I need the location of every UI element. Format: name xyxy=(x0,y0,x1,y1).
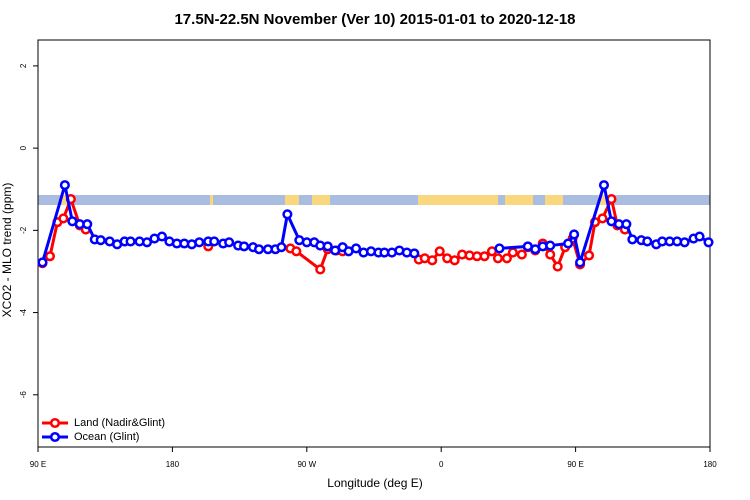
legend-marker xyxy=(49,417,61,429)
data-point xyxy=(545,240,556,251)
legend-label: Ocean (Glint) xyxy=(74,431,139,443)
data-point xyxy=(253,244,265,255)
data-point xyxy=(479,251,490,262)
data-point xyxy=(59,180,70,191)
x-tick-label: 90 E xyxy=(30,460,46,469)
data-point xyxy=(679,237,690,248)
data-point xyxy=(209,236,220,247)
x-axis-label: Longitude (deg E) xyxy=(327,476,422,490)
data-point xyxy=(501,253,512,264)
y-axis-label: XCO2 - MLO trend (ppm) xyxy=(0,183,14,318)
data-point xyxy=(141,237,153,248)
chart-title: 17.5N-22.5N November (Ver 10) 2015-01-01… xyxy=(174,11,575,28)
y-tick-label: -2 xyxy=(19,226,28,234)
data-point xyxy=(37,257,48,268)
data-point xyxy=(276,242,287,253)
x-tick-label: 180 xyxy=(166,460,180,469)
data-point xyxy=(694,231,705,242)
data-point xyxy=(409,248,420,259)
data-point xyxy=(569,229,580,240)
y-tick-label: -4 xyxy=(19,308,28,316)
x-tick-label: 90 E xyxy=(567,460,583,469)
y-tick-label: 0 xyxy=(19,145,28,150)
legend-label: Land (Nadir&Glint) xyxy=(74,417,165,429)
data-point xyxy=(627,234,638,245)
data-point xyxy=(351,243,362,254)
data-point xyxy=(44,251,55,262)
data-point xyxy=(642,236,653,247)
x-tick-label: 90 W xyxy=(297,460,316,469)
data-point xyxy=(703,237,714,248)
data-point xyxy=(621,219,632,230)
y-tick-label: 2 xyxy=(19,63,28,68)
data-point xyxy=(583,250,595,261)
data-point xyxy=(449,255,460,266)
data-point xyxy=(563,238,574,249)
x-tick-label: 0 xyxy=(439,460,444,469)
data-point xyxy=(507,247,518,258)
legend-marker xyxy=(49,431,61,443)
data-point xyxy=(575,257,586,268)
data-point xyxy=(291,246,302,257)
data-point xyxy=(95,235,106,246)
data-point xyxy=(492,253,503,264)
data-point xyxy=(282,209,293,220)
data-point xyxy=(545,249,556,260)
data-point xyxy=(224,237,235,248)
x-tick-label: 180 xyxy=(703,460,717,469)
data-point xyxy=(82,219,93,230)
data-point xyxy=(434,246,445,257)
data-point xyxy=(552,261,563,272)
data-point xyxy=(58,213,69,224)
data-point xyxy=(239,241,250,252)
data-point xyxy=(427,255,438,266)
data-point xyxy=(156,231,167,242)
data-point xyxy=(494,243,505,254)
y-tick-label: -6 xyxy=(19,391,28,399)
data-point xyxy=(598,180,610,191)
data-point xyxy=(125,236,136,247)
data-point xyxy=(194,237,205,248)
data-point xyxy=(315,264,326,275)
data-point xyxy=(322,241,333,252)
data-point xyxy=(597,213,608,224)
data-point xyxy=(516,249,527,260)
